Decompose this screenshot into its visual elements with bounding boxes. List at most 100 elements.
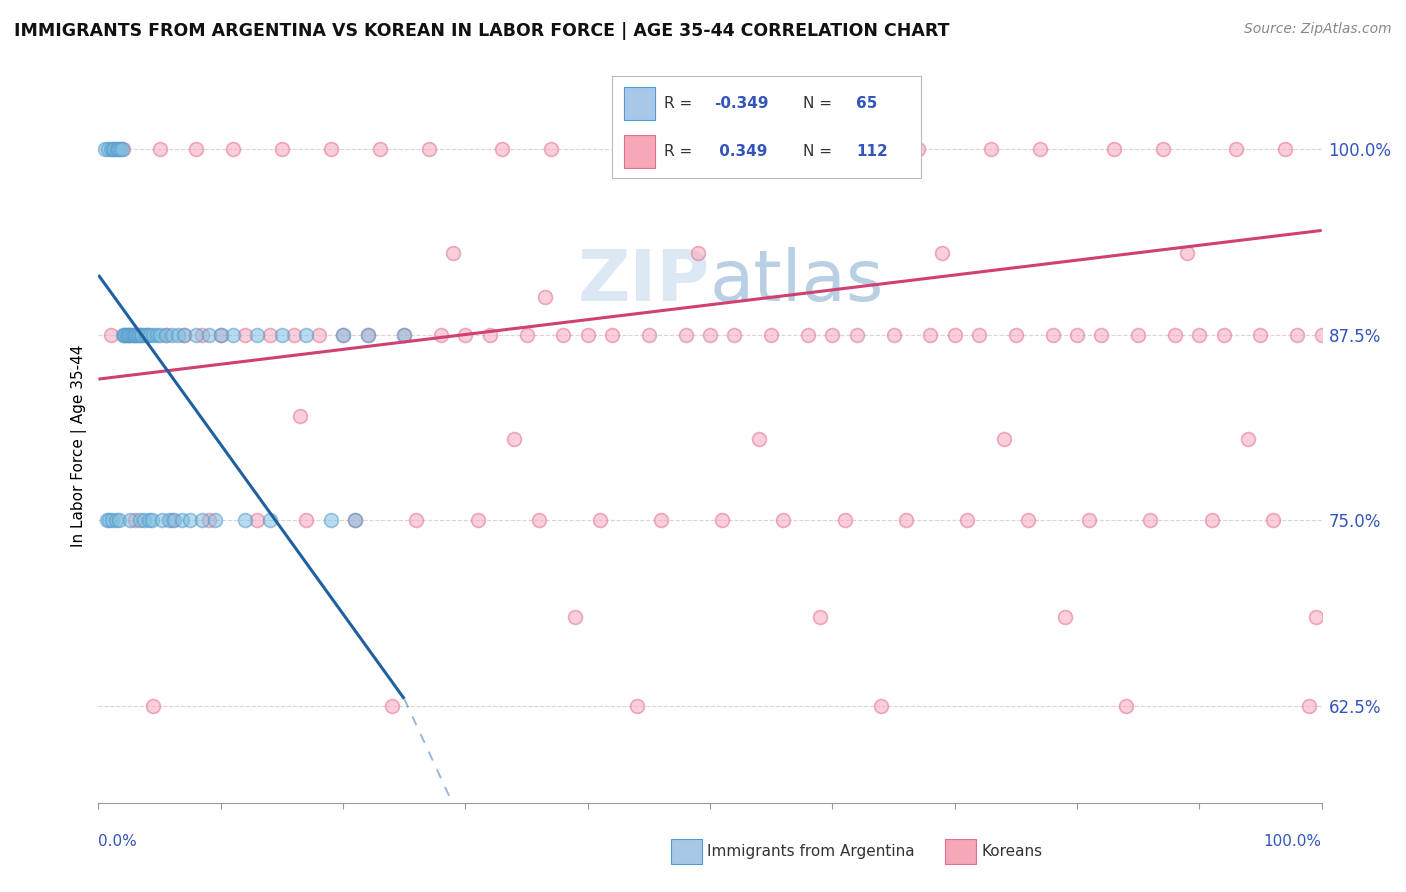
Point <box>515 327 537 342</box>
Bar <box>624 87 655 120</box>
Point <box>1115 699 1137 714</box>
Point <box>149 327 172 342</box>
Point <box>149 142 172 156</box>
Point <box>894 513 917 527</box>
Point <box>527 513 550 527</box>
Point <box>155 327 177 342</box>
Point <box>246 513 269 527</box>
Point <box>129 513 152 527</box>
Point <box>197 327 219 342</box>
Point <box>186 142 208 156</box>
Text: 65: 65 <box>856 96 877 111</box>
Point <box>319 513 342 527</box>
Point <box>834 513 856 527</box>
Point <box>111 327 134 342</box>
Point <box>993 432 1015 446</box>
Point <box>418 142 440 156</box>
Point <box>259 513 281 527</box>
Point <box>115 327 138 342</box>
Point <box>114 327 136 342</box>
Point <box>100 327 122 342</box>
Point <box>344 513 367 527</box>
Point <box>129 327 152 342</box>
Point <box>222 142 245 156</box>
Text: R =: R = <box>664 96 692 111</box>
Point <box>405 513 427 527</box>
Point <box>150 513 173 527</box>
Point <box>1298 699 1320 714</box>
Point <box>748 432 770 446</box>
Point <box>1066 327 1088 342</box>
Text: Koreans: Koreans <box>981 845 1042 859</box>
Point <box>118 327 141 342</box>
Point <box>246 327 269 342</box>
Point <box>117 327 139 342</box>
Point <box>943 327 966 342</box>
Point <box>686 245 709 260</box>
Point <box>112 327 135 342</box>
Text: N =: N = <box>803 145 832 160</box>
Point <box>392 327 416 342</box>
Point <box>1286 327 1309 342</box>
Point <box>1139 513 1161 527</box>
Point <box>956 513 979 527</box>
Point <box>1225 142 1247 156</box>
Point <box>723 327 745 342</box>
Point <box>197 513 219 527</box>
Point <box>735 142 758 156</box>
Point <box>600 327 623 342</box>
Point <box>131 327 153 342</box>
Point <box>1310 327 1333 342</box>
Point <box>97 142 120 156</box>
Point <box>118 327 141 342</box>
Point <box>1261 513 1284 527</box>
Point <box>103 142 125 156</box>
Text: 112: 112 <box>856 145 887 160</box>
Point <box>356 327 378 342</box>
Point <box>107 142 129 156</box>
Point <box>650 513 672 527</box>
Point <box>534 290 557 304</box>
Bar <box>624 136 655 168</box>
Point <box>491 142 513 156</box>
Point <box>1305 610 1327 624</box>
Point <box>761 327 783 342</box>
Point <box>1212 327 1234 342</box>
Point <box>96 513 118 527</box>
Point <box>127 327 149 342</box>
Point <box>870 699 893 714</box>
Point <box>797 327 820 342</box>
Point <box>332 327 354 342</box>
Text: 0.349: 0.349 <box>714 145 768 160</box>
Text: N =: N = <box>803 96 832 111</box>
Point <box>204 513 226 527</box>
Point <box>105 142 128 156</box>
Point <box>124 327 146 342</box>
Point <box>142 327 165 342</box>
Point <box>209 327 232 342</box>
Point <box>283 327 305 342</box>
Point <box>1102 142 1125 156</box>
Point <box>662 142 685 156</box>
Point <box>1128 327 1150 342</box>
Point <box>883 327 905 342</box>
Text: Immigrants from Argentina: Immigrants from Argentina <box>707 845 915 859</box>
Point <box>146 327 169 342</box>
Point <box>785 142 807 156</box>
Point <box>356 327 378 342</box>
Text: Source: ZipAtlas.com: Source: ZipAtlas.com <box>1244 22 1392 37</box>
Point <box>101 513 124 527</box>
Text: 0.0%: 0.0% <box>98 834 138 849</box>
Point <box>142 699 165 714</box>
Point <box>381 699 404 714</box>
Point <box>160 513 183 527</box>
Point <box>711 513 734 527</box>
Point <box>120 327 142 342</box>
Point <box>441 245 464 260</box>
Point <box>191 327 214 342</box>
Point <box>125 327 148 342</box>
Point <box>222 327 245 342</box>
Point <box>1164 327 1187 342</box>
Point <box>295 513 318 527</box>
Point <box>589 513 612 527</box>
